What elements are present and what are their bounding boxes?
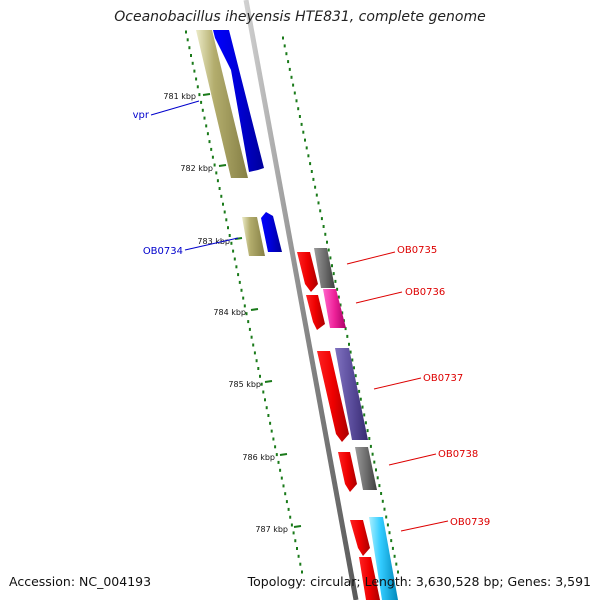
gene-ob0738-inner[interactable] bbox=[355, 447, 377, 490]
tick-782-kbp: 782 kbp bbox=[180, 164, 213, 173]
gene-ob0735-inner[interactable] bbox=[314, 248, 335, 288]
gene-label-vpr[interactable]: vpr bbox=[133, 110, 150, 121]
tick-783-kbp: 783 kbp bbox=[197, 237, 230, 246]
gene-label-ob0734[interactable]: OB0734 bbox=[143, 246, 183, 257]
tick-785-kbp: 785 kbp bbox=[228, 380, 261, 389]
gene-ob0740[interactable] bbox=[359, 557, 380, 600]
scale-ticks: 781 kbp 782 kbp 783 kbp 784 kbp 785 kbp … bbox=[163, 92, 302, 534]
tick-784-kbp: 784 kbp bbox=[213, 308, 246, 317]
gene-ob0739-inner[interactable] bbox=[369, 517, 398, 600]
gene-label-ob0735[interactable]: OB0735 bbox=[397, 245, 437, 256]
gene-ob0738[interactable] bbox=[338, 452, 357, 492]
accession-text: Accession: NC_004193 bbox=[9, 574, 152, 589]
genome-title: Oceanobacillus iheyensis HTE831, complet… bbox=[114, 9, 486, 25]
gene-vpr-outer[interactable] bbox=[196, 30, 248, 178]
gene-ob0737[interactable] bbox=[317, 351, 349, 442]
genome-backbone bbox=[243, 0, 359, 600]
gene-ob0736-inner[interactable] bbox=[323, 289, 346, 328]
tick-781-kbp: 781 kbp bbox=[163, 92, 196, 101]
tick-787-kbp: 787 kbp bbox=[255, 525, 288, 534]
gene-label-ob0738[interactable]: OB0738 bbox=[438, 449, 478, 460]
gene-ob0739[interactable] bbox=[350, 520, 370, 556]
gene-ob0736[interactable] bbox=[306, 295, 325, 330]
inner-scale-dots bbox=[282, 36, 399, 574]
outer-scale-dots bbox=[185, 30, 303, 574]
gene-ob0734-outer[interactable] bbox=[242, 217, 265, 256]
gene-ob0737-inner[interactable] bbox=[335, 348, 368, 440]
tick-786-kbp: 786 kbp bbox=[242, 453, 275, 462]
gene-label-ob0739[interactable]: OB0739 bbox=[450, 517, 490, 528]
genome-summary-text: Topology: circular; Length: 3,630,528 bp… bbox=[247, 574, 591, 589]
gene-ob0735[interactable] bbox=[297, 252, 318, 292]
gene-label-ob0737[interactable]: OB0737 bbox=[423, 373, 463, 384]
label-leaders bbox=[150, 100, 449, 532]
gene-label-ob0736[interactable]: OB0736 bbox=[405, 287, 445, 298]
gene-vpr[interactable] bbox=[213, 30, 264, 172]
gene-ob0734[interactable] bbox=[261, 212, 282, 252]
